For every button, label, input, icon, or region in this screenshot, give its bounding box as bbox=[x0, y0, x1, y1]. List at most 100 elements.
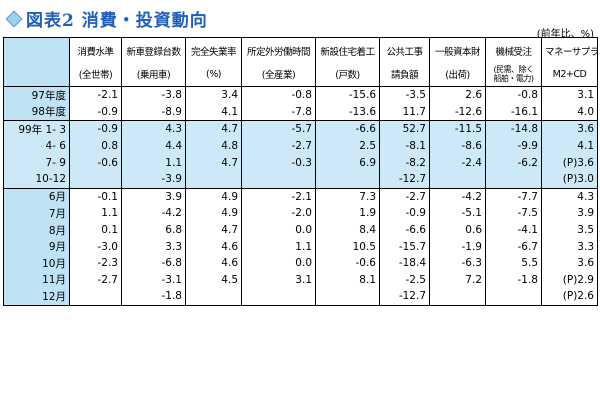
table-cell: -0.8 bbox=[485, 85, 542, 104]
table-cell: 4.1 bbox=[541, 137, 598, 155]
table-cell: -0.9 bbox=[69, 120, 122, 138]
table-cell: -2.3 bbox=[69, 254, 122, 272]
table-cell: 8.1 bbox=[315, 271, 380, 289]
table-cell: 3.6 bbox=[541, 254, 598, 272]
table-cell: 1.1 bbox=[241, 238, 316, 255]
table-cell: -14.8 bbox=[485, 120, 542, 138]
table-cell: -0.6 bbox=[69, 154, 122, 171]
row-label: 12月 bbox=[3, 288, 70, 306]
table-cell: -5.7 bbox=[241, 120, 316, 138]
table-cell: -3.9 bbox=[121, 170, 186, 189]
table-cell: 4.1 bbox=[185, 103, 242, 122]
table-row: 10-12 -3.9 -12.7 (P)3.0 bbox=[3, 170, 598, 189]
table-row: 6月 -0.1 3.9 4.9 -2.1 7.3 -2.7 -4.2 -7.7 4.3 bbox=[3, 187, 598, 206]
row-label: 7月 bbox=[3, 205, 70, 222]
table-cell: -6.3 bbox=[429, 254, 486, 272]
table-cell: 2.5 bbox=[315, 137, 380, 155]
table-cell: -3.1 bbox=[121, 271, 186, 289]
table-cell: 8.4 bbox=[315, 221, 380, 239]
table-cell: 0.0 bbox=[241, 254, 316, 272]
table-cell: -3.8 bbox=[121, 85, 186, 104]
table-cell: -12.7 bbox=[379, 288, 430, 306]
header-name: 機械受注 bbox=[485, 37, 542, 62]
header-name: 新車登録台数 bbox=[121, 37, 186, 62]
row-label: 11月 bbox=[3, 271, 70, 289]
header-unit: (全産業) bbox=[241, 62, 316, 87]
table-cell: -2.0 bbox=[241, 205, 316, 222]
unit-note: (前年比、%) bbox=[536, 29, 594, 40]
table-cell: -18.4 bbox=[379, 254, 430, 272]
table-cell: -12.7 bbox=[379, 170, 430, 189]
table-cell: -0.9 bbox=[69, 103, 122, 122]
header-unit: 請負額 bbox=[379, 62, 430, 87]
header-unit: (出荷) bbox=[429, 62, 486, 87]
table-cell: -0.1 bbox=[69, 187, 122, 206]
table-cell: -2.7 bbox=[241, 137, 316, 155]
header-name: 一般資本財 bbox=[429, 37, 486, 62]
table-row: 12月 -1.8 -12.7 (P)2.6 bbox=[3, 288, 598, 306]
header-name: 新設住宅着工 bbox=[315, 37, 380, 62]
table-cell: 3.4 bbox=[185, 85, 242, 104]
table-row: 4- 6 0.8 4.4 4.8 -2.7 2.5 -8.1 -8.6 -9.9 4.1 bbox=[3, 137, 598, 155]
header-unit: (民需、除く 船舶・電力) bbox=[485, 62, 542, 87]
header-name: 公共工事 bbox=[379, 37, 430, 62]
table-cell: 4.9 bbox=[185, 187, 242, 206]
table-cell: -0.6 bbox=[315, 254, 380, 272]
table-cell: -5.1 bbox=[429, 205, 486, 222]
table-cell: (P)3.0 bbox=[541, 170, 598, 189]
table-cell: -12.6 bbox=[429, 103, 486, 122]
table-cell: -7.8 bbox=[241, 103, 316, 122]
row-label: 97年度 bbox=[3, 85, 70, 104]
table-cell: -8.6 bbox=[429, 137, 486, 155]
table-cell: -1.8 bbox=[485, 271, 542, 289]
table-cell: 4.3 bbox=[121, 120, 186, 138]
table-cell: -6.6 bbox=[379, 221, 430, 239]
row-label: 10-12 bbox=[3, 170, 70, 189]
row-label: 9月 bbox=[3, 238, 70, 255]
table-row: 98年度 -0.9 -8.9 4.1 -7.8 -13.6 11.7 -12.6 -16.1 4.… bbox=[3, 103, 598, 122]
table-cell: 4.4 bbox=[121, 137, 186, 155]
table-cell: 3.9 bbox=[541, 205, 598, 222]
table-cell: -1.9 bbox=[429, 238, 486, 255]
table-cell: -4.2 bbox=[121, 205, 186, 222]
table-row: 10月 -2.3 -6.8 4.6 0.0 -0.6 -18.4 -6.3 5.5 3.6 bbox=[3, 254, 598, 272]
table-cell: -2.4 bbox=[429, 154, 486, 171]
header-name: 完全失業率 bbox=[185, 37, 242, 62]
table-cell: 4.6 bbox=[185, 238, 242, 255]
table-cell: -6.2 bbox=[485, 154, 542, 171]
table-cell: 6.8 bbox=[121, 221, 186, 239]
table-cell: (P)3.6 bbox=[541, 154, 598, 171]
row-label: 99年 1- 3 bbox=[3, 120, 70, 138]
table-cell: -6.6 bbox=[315, 120, 380, 138]
table-cell: 3.1 bbox=[241, 271, 316, 289]
table-cell: -9.9 bbox=[485, 137, 542, 155]
table-cell: 4.7 bbox=[185, 154, 242, 171]
table-cell bbox=[429, 288, 486, 306]
table-cell: 3.1 bbox=[541, 85, 598, 104]
row-label: 7- 9 bbox=[3, 154, 70, 171]
table-cell bbox=[241, 288, 316, 306]
table-cell: -8.1 bbox=[379, 137, 430, 155]
table-cell: 3.6 bbox=[541, 120, 598, 138]
table-row: 9月 -3.0 3.3 4.6 1.1 10.5 -15.7 -1.9 -6.7 3.3 bbox=[3, 238, 598, 255]
table-cell: -8.9 bbox=[121, 103, 186, 122]
table-cell: 5.5 bbox=[485, 254, 542, 272]
table-cell: -15.6 bbox=[315, 85, 380, 104]
table-row: 99年 1- 3 -0.9 4.3 4.7 -5.7 -6.6 52.7 -11.5 -14.8… bbox=[3, 120, 598, 138]
table-cell bbox=[69, 170, 122, 189]
row-label: 98年度 bbox=[3, 103, 70, 122]
header-unit: (乗用車) bbox=[121, 62, 186, 87]
table-cell: 1.1 bbox=[121, 154, 186, 171]
header-corner bbox=[3, 37, 70, 87]
table-row: 8月 0.1 6.8 4.7 0.0 8.4 -6.6 0.6 -4.1 3.5 bbox=[3, 221, 598, 239]
table-row: 7- 9 -0.6 1.1 4.7 -0.3 6.9 -8.2 -2.4 -6.2 (P)3.6 bbox=[3, 154, 598, 171]
table-cell: 0.0 bbox=[241, 221, 316, 239]
table-cell: -2.7 bbox=[379, 187, 430, 206]
table-cell: -7.5 bbox=[485, 205, 542, 222]
table-cell: -13.6 bbox=[315, 103, 380, 122]
header-unit: M2+CD bbox=[541, 62, 598, 87]
header-name: 消費水準 bbox=[69, 37, 122, 62]
table-cell: 10.5 bbox=[315, 238, 380, 255]
table-cell: 4.6 bbox=[185, 254, 242, 272]
table-cell: -8.2 bbox=[379, 154, 430, 171]
